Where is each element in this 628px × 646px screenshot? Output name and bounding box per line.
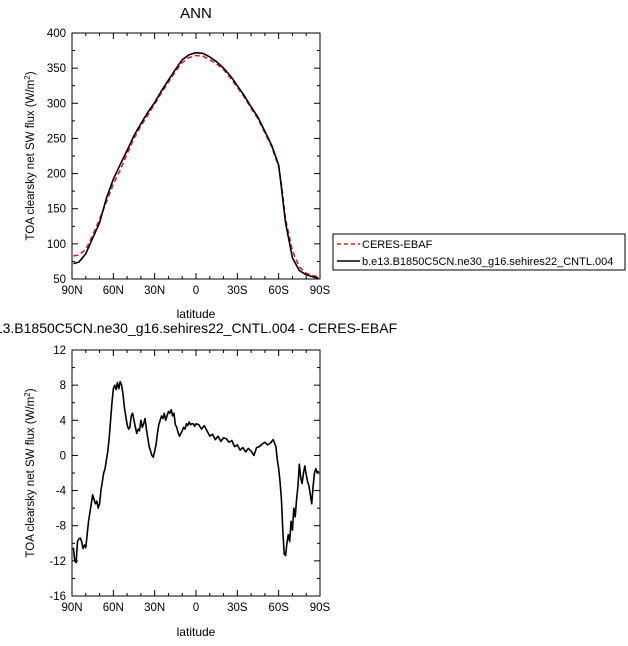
y-tick-label: -16: [49, 591, 66, 603]
y-tick-label: -12: [49, 556, 66, 568]
y-axis-label-sup: 2: [23, 75, 32, 80]
y-tick-label: 50: [53, 274, 66, 286]
series-line-1: [73, 51, 319, 279]
y-axis-label: TOA clearsky net SW flux (W/m2): [23, 71, 37, 240]
legend-label-model: b.e13.B1850C5CN.ne30_g16.sehires22_CNTL.…: [362, 256, 613, 268]
series-line-0: [73, 54, 319, 278]
series-group: [72, 380, 320, 564]
series-group: [73, 51, 319, 279]
plot-area: 90N 60N 30N 0 30S 60S 90S 50 100 150 200 250 300 350 4…: [47, 28, 331, 297]
y-tick-label: 12: [53, 345, 66, 357]
y-tick-label: 350: [47, 63, 66, 75]
x-tick-label: 60S: [268, 285, 289, 297]
y-tick-label: 150: [47, 204, 66, 216]
y-axis-label: TOA clearsky net SW flux (W/m2): [23, 388, 37, 557]
x-tick-label: 60N: [103, 602, 124, 614]
y-tick-label: 0: [60, 450, 66, 462]
y-axis-label-sup: 2: [23, 392, 32, 397]
y-tick-label: 300: [47, 98, 66, 110]
y-tick-label: 4: [60, 415, 67, 427]
legend: CERES-EBAF b.e13.B1850C5CN.ne30_g16.sehi…: [332, 233, 626, 271]
x-tick-label: 90N: [61, 602, 82, 614]
x-tick-label: 30N: [144, 602, 165, 614]
y-axis-label-tail: ): [25, 71, 37, 75]
plot-area: 90N 60N 30N 0 30S 60S 90S -16 -12 -8 -4 0 4 8 12: [49, 345, 330, 614]
y-axis-label-tail: ): [25, 388, 37, 392]
plot-frame: [71, 32, 321, 280]
plot-frame: [71, 349, 321, 597]
x-tick-label: 90S: [310, 602, 331, 614]
y-tick-label: 8: [60, 380, 66, 392]
x-axis-label: latitude: [177, 625, 216, 639]
panel-difference: 13.B1850C5CN.ne30_g16.sehires22_CNTL.004…: [0, 320, 397, 639]
x-axis-label: latitude: [177, 307, 216, 321]
x-tick-label: 60S: [268, 602, 289, 614]
y-tick-label: 250: [47, 133, 66, 145]
series-line-0: [72, 380, 320, 564]
x-tick-label: 0: [193, 285, 199, 297]
x-tick-label: 90S: [310, 285, 331, 297]
x-tick-label: 30N: [144, 285, 165, 297]
x-tick-label: 90N: [61, 285, 82, 297]
y-tick-label: 100: [47, 239, 66, 251]
y-tick-label: 400: [47, 28, 66, 40]
y-axis-label-main: TOA clearsky net SW flux (W/m: [25, 397, 37, 558]
x-tick-label: 30S: [227, 285, 248, 297]
y-tick-label: 200: [47, 169, 66, 181]
legend-box: [332, 233, 626, 271]
x-tick-label: 60N: [103, 285, 124, 297]
legend-label-ceres: CERES-EBAF: [362, 239, 433, 251]
chart-title: ANN: [180, 5, 212, 22]
panel-annual-mean: ANN 90N 60N 30N 0 30S 60S 90S 50 100 150 200 250 300…: [23, 5, 331, 321]
chart-title: 13.B1850C5CN.ne30_g16.sehires22_CNTL.004…: [0, 320, 397, 336]
x-tick-label: 0: [193, 602, 199, 614]
y-tick-label: -4: [56, 486, 67, 498]
x-tick-label: 30S: [227, 602, 248, 614]
y-axis-label-main: TOA clearsky net SW flux (W/m: [25, 80, 37, 241]
y-tick-label: -8: [56, 521, 66, 533]
